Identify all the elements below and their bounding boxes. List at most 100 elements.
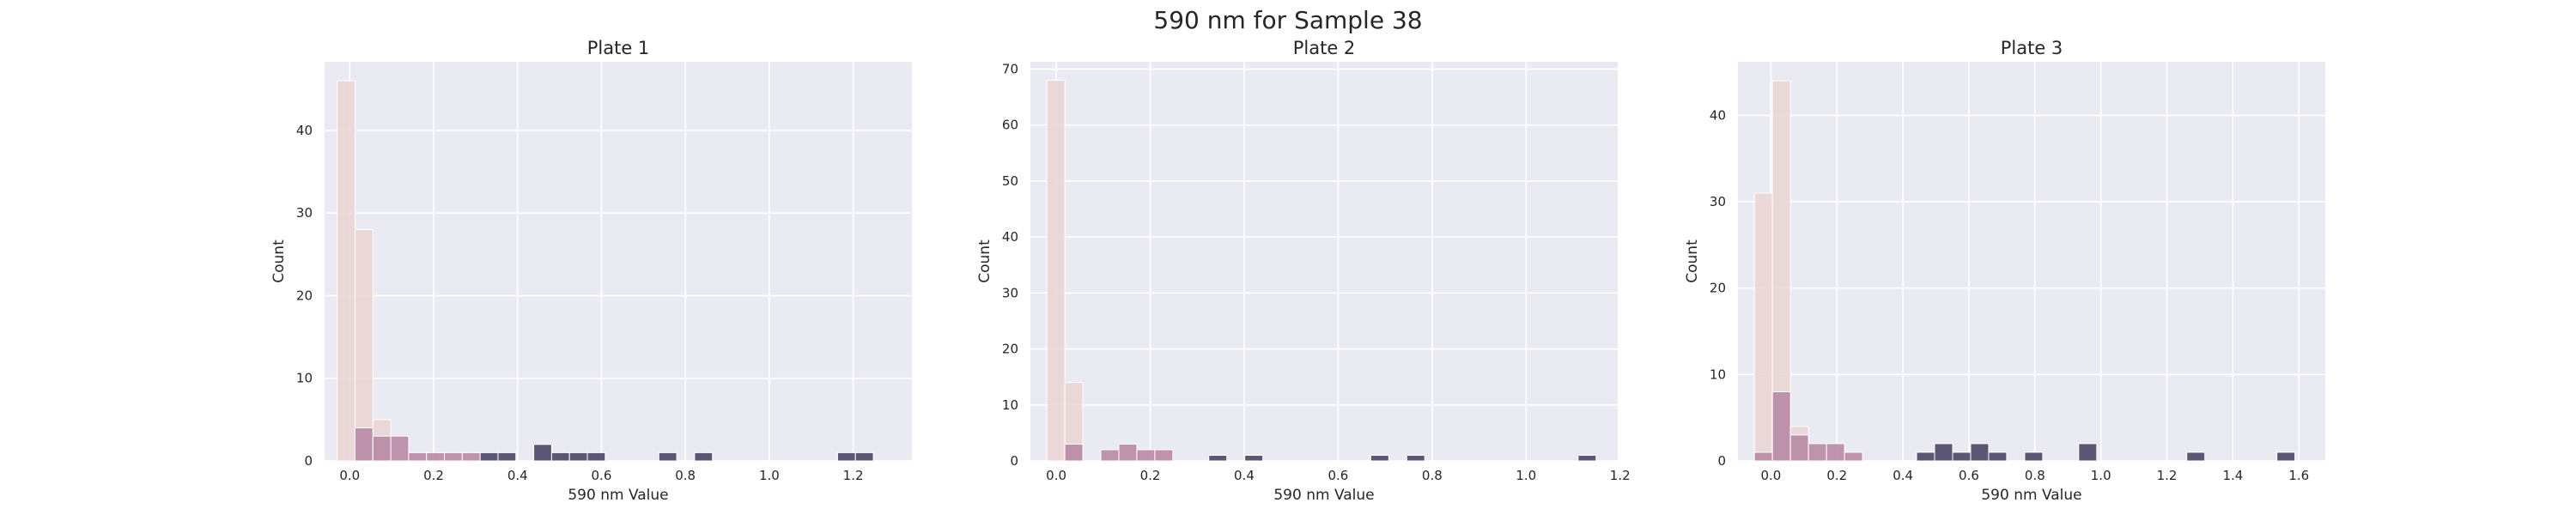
histogram-bar	[2024, 451, 2044, 462]
y-axis-label: Count	[270, 239, 288, 283]
x-tick-label: 1.2	[2157, 468, 2178, 483]
plot-area	[325, 62, 912, 461]
plate-1-panel: Plate 1 0.0 0.2 0.4 0.6 0.8 1.0 1.2 0 10 20 30 40 590…	[270, 38, 912, 504]
histogram-bar	[1406, 454, 1425, 462]
y-tick-label: 0	[1010, 453, 1018, 469]
subplot-panels: Plate 1 0.0 0.2 0.4 0.6 0.8 1.0 1.2 0 10 20 30 40 590…	[270, 38, 2325, 504]
histogram-bar	[568, 451, 588, 462]
histogram-bar	[1970, 443, 1990, 462]
histogram-bar	[1753, 192, 1773, 462]
histogram-bar	[426, 451, 446, 462]
plate-title: Plate 1	[587, 38, 650, 58]
x-tick-label: 0.4	[1893, 468, 1913, 483]
histogram-bar	[372, 435, 392, 462]
x-tick-label: 1.0	[759, 468, 780, 483]
plate-title: Plate 3	[2001, 38, 2063, 58]
x-tick-label: 0.8	[675, 468, 696, 483]
x-tick-label: 0.6	[1327, 468, 1348, 483]
x-axis-label: 590 nm Value	[1981, 487, 2081, 504]
histogram-bar	[444, 451, 463, 462]
histogram-bar	[1916, 451, 1935, 462]
histogram-bar	[1826, 443, 1845, 462]
histogram-bar	[658, 451, 677, 462]
histogram-bar	[1934, 443, 1953, 462]
plate-3-panel: Plate 3 0.0 0.2 0.4 0.6 0.8 1.0 1.2 1.4 1.6 0 10 20 3…	[1684, 38, 2325, 504]
x-tick-label: 0.8	[1422, 468, 1443, 483]
histogram-bar	[1154, 449, 1174, 462]
histogram-bar	[1771, 391, 1791, 462]
histogram-bar	[854, 451, 874, 462]
x-tick-label: 0.8	[2025, 468, 2045, 483]
x-tick-label: 0.4	[507, 468, 528, 483]
histogram-bar	[1789, 434, 1809, 462]
y-tick-label: 20	[296, 288, 313, 303]
plot-area	[1738, 62, 2325, 461]
y-tick-label: 30	[1002, 285, 1018, 300]
histogram-bar	[354, 228, 374, 462]
x-tick-label: 0.0	[339, 468, 360, 483]
y-axis-label: Count	[976, 239, 993, 283]
x-tick-label: 0.0	[1046, 468, 1066, 483]
x-tick-label: 0.2	[1140, 468, 1161, 483]
histogram-bar	[1844, 451, 1863, 462]
histogram-bar	[1370, 454, 1389, 462]
x-tick-label: 1.6	[2288, 468, 2309, 483]
histogram-bar	[2186, 451, 2206, 462]
y-tick-label: 70	[1002, 61, 1018, 76]
y-tick-label: 30	[1710, 194, 1726, 209]
y-tick-label: 0	[1717, 453, 1726, 469]
histogram-bar	[1136, 449, 1156, 462]
plate-2-panel: Plate 2 0.0 0.2 0.4 0.6 0.8 1.0 1.2 0 10 20 30 40 50 6…	[976, 38, 1631, 504]
histogram-bar	[1208, 454, 1228, 462]
y-tick-label: 10	[1002, 397, 1018, 413]
x-axis-label: 590 nm Value	[568, 487, 668, 504]
histogram-bar	[586, 451, 606, 462]
histogram-bar	[1988, 451, 2008, 462]
y-tick-label: 20	[1710, 281, 1726, 296]
y-tick-label: 40	[296, 123, 313, 138]
histogram-bar	[694, 451, 714, 462]
x-tick-label: 0.6	[1959, 468, 1979, 483]
x-tick-label: 0.6	[592, 468, 612, 483]
histogram-bar	[479, 451, 499, 462]
histogram-bar	[461, 451, 481, 462]
x-tick-label: 1.2	[1610, 468, 1631, 483]
histogram-bar	[2078, 443, 2098, 462]
histogram-bar	[836, 451, 856, 462]
x-tick-label: 0.2	[1826, 468, 1847, 483]
y-tick-label: 60	[1002, 118, 1018, 133]
histogram-bar	[550, 451, 570, 462]
histogram-bar	[408, 451, 428, 462]
y-tick-label: 30	[296, 205, 313, 221]
histogram-bar	[1046, 80, 1066, 462]
y-tick-label: 40	[1710, 107, 1726, 123]
histogram-bar	[354, 427, 374, 462]
y-axis-label: Count	[1684, 239, 1701, 283]
histogram-bar	[1118, 443, 1138, 462]
x-tick-label: 1.0	[1516, 468, 1536, 483]
histogram-bar	[1244, 454, 1264, 462]
histogram-bar	[497, 451, 517, 462]
histogram-bar	[2276, 451, 2296, 462]
histogram-bar	[1064, 443, 1084, 462]
histogram-bar	[337, 80, 355, 462]
histogram-bar	[1577, 454, 1597, 462]
x-axis-label: 590 nm Value	[1273, 487, 1374, 504]
histogram-bar	[1807, 443, 1827, 462]
histogram-bar	[533, 444, 552, 462]
x-tick-label: 0.2	[423, 468, 444, 483]
x-tick-label: 0.0	[1760, 468, 1781, 483]
y-tick-label: 10	[1710, 367, 1726, 382]
histogram-bar	[1753, 451, 1773, 462]
x-tick-label: 1.4	[2222, 468, 2243, 483]
histogram-bar	[1100, 449, 1120, 462]
y-tick-label: 20	[1002, 342, 1018, 357]
plot-area	[1030, 62, 1618, 461]
histogram-bar	[1952, 451, 1971, 462]
y-tick-label: 50	[1002, 173, 1018, 189]
plate-title: Plate 2	[1293, 38, 1356, 58]
y-tick-label: 10	[296, 371, 313, 386]
y-tick-label: 0	[304, 453, 313, 469]
histogram-bar	[390, 435, 410, 462]
